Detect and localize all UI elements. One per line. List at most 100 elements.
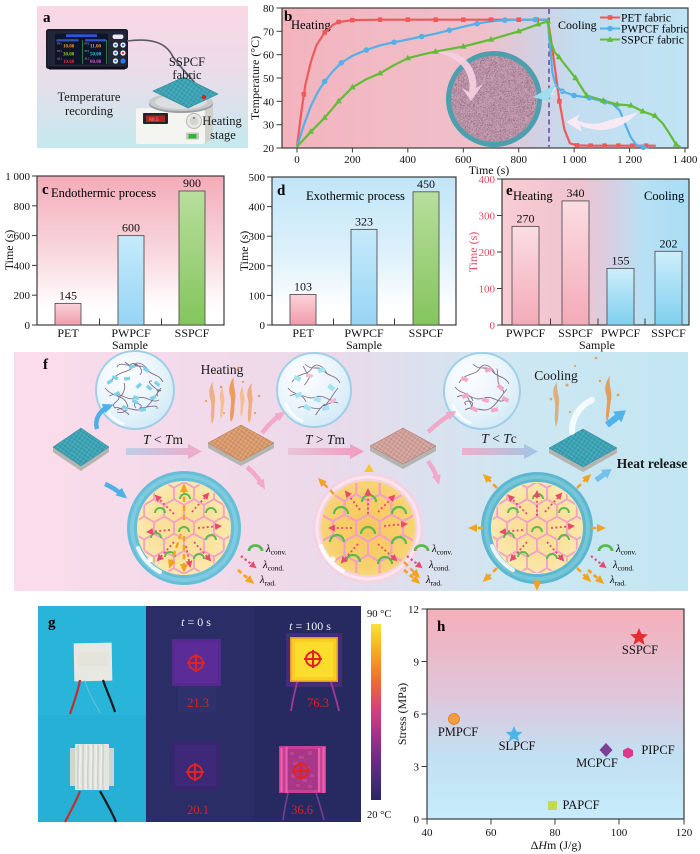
svg-text:400: 400: [479, 174, 496, 186]
svg-text:145: 145: [59, 288, 77, 302]
svg-text:Stress (MPa): Stress (MPa): [395, 683, 409, 745]
svg-text:600: 600: [455, 154, 472, 166]
svg-text:40: 40: [263, 96, 275, 108]
svg-text:SSPCF fabric: SSPCF fabric: [621, 35, 684, 47]
svg-text:300: 300: [249, 231, 266, 243]
svg-text:a: a: [43, 10, 51, 26]
svg-text:36.6: 36.6: [291, 803, 313, 817]
svg-text:PV2: PV2: [85, 43, 90, 46]
svg-text:1 200: 1 200: [617, 154, 642, 166]
svg-text:T > Tm: T > Tm: [305, 432, 345, 447]
svg-text:Time (s): Time (s): [2, 230, 16, 271]
svg-text:200: 200: [249, 261, 266, 273]
svg-text:PET fabric: PET fabric: [621, 13, 671, 25]
svg-text:ΔHm (J/g): ΔHm (J/g): [531, 838, 582, 852]
svg-text:PET: PET: [57, 326, 79, 340]
svg-text:100: 100: [479, 284, 496, 296]
svg-text:9: 9: [414, 657, 420, 669]
svg-text:PMPCF: PMPCF: [438, 725, 478, 739]
svg-text:70: 70: [263, 26, 275, 38]
svg-text:10.00: 10.00: [63, 60, 75, 65]
svg-text:PWPCF: PWPCF: [111, 326, 151, 340]
svg-text:0: 0: [414, 814, 420, 826]
svg-text:MCPCF: MCPCF: [576, 756, 618, 770]
svg-text:SV2: SV2: [85, 50, 90, 53]
svg-text:400: 400: [400, 154, 417, 166]
svg-text:80: 80: [550, 827, 562, 839]
svg-text:e: e: [506, 183, 513, 199]
svg-text:20 °C: 20 °C: [367, 810, 391, 821]
svg-text:Heat release: Heat release: [617, 456, 688, 471]
svg-text:76.3: 76.3: [307, 696, 329, 710]
svg-text:300: 300: [479, 211, 496, 223]
svg-text:100: 100: [611, 827, 628, 839]
svg-text:800: 800: [14, 201, 31, 213]
svg-text:200: 200: [344, 154, 361, 166]
svg-text:40: 40: [422, 827, 434, 839]
svg-text:SV1: SV1: [57, 50, 62, 53]
svg-text:Time (s): Time (s): [469, 163, 510, 177]
svg-text:21.3: 21.3: [187, 696, 209, 710]
svg-text:0: 0: [260, 320, 266, 332]
svg-text:SSPCF: SSPCF: [622, 643, 658, 657]
svg-text:10.00: 10.00: [63, 45, 75, 50]
svg-text:Temperature: Temperature: [58, 90, 121, 104]
svg-text:stage: stage: [210, 128, 236, 142]
svg-text:PWPCF: PWPCF: [344, 326, 384, 340]
svg-text:f: f: [43, 357, 49, 373]
svg-text:450: 450: [417, 177, 435, 191]
svg-text:12: 12: [408, 604, 419, 616]
svg-text:20.1: 20.1: [187, 803, 209, 817]
svg-text:Heating: Heating: [202, 114, 242, 128]
svg-text:Sample: Sample: [112, 338, 148, 352]
svg-text:90 °C: 90 °C: [367, 609, 391, 620]
svg-text:1 000: 1 000: [5, 171, 30, 183]
svg-text:60: 60: [263, 50, 275, 62]
svg-text:Heating: Heating: [291, 18, 331, 32]
svg-text:λcond.: λcond.: [262, 560, 284, 573]
svg-text:103: 103: [294, 280, 312, 294]
svg-text:Sample: Sample: [346, 338, 382, 352]
svg-text:SSPCF: SSPCF: [558, 326, 593, 340]
svg-text:T < Tc: T < Tc: [481, 431, 516, 446]
svg-text:200: 200: [479, 247, 496, 259]
svg-text:Heating: Heating: [201, 362, 244, 377]
svg-text:Time (s): Time (s): [466, 232, 480, 273]
svg-text:200: 200: [14, 290, 31, 302]
svg-text:PV1: PV1: [57, 43, 62, 46]
svg-text:50.00: 50.00: [90, 53, 102, 58]
svg-text:30: 30: [263, 120, 275, 132]
svg-text:0: 0: [25, 320, 31, 332]
svg-text:d: d: [277, 183, 286, 199]
svg-text:AL1: AL1: [57, 58, 62, 61]
svg-text:Cooling: Cooling: [534, 368, 578, 383]
svg-text:SSPCF: SSPCF: [175, 326, 210, 340]
svg-text:202: 202: [660, 236, 678, 250]
svg-text:20: 20: [263, 143, 275, 155]
svg-text:400: 400: [14, 260, 31, 272]
svg-text:SLPCF: SLPCF: [499, 739, 536, 753]
svg-text:323: 323: [355, 214, 373, 228]
svg-text:recording: recording: [65, 104, 114, 118]
svg-text:c: c: [42, 182, 49, 198]
svg-text:g: g: [48, 615, 56, 631]
svg-text:0: 0: [490, 320, 496, 332]
svg-text:80.00: 80.00: [90, 60, 102, 65]
svg-text:3: 3: [414, 762, 420, 774]
svg-text:T < Tm: T < Tm: [143, 432, 183, 447]
svg-text:120: 120: [676, 827, 693, 839]
svg-text:Exothermic process: Exothermic process: [306, 189, 405, 203]
svg-text:600: 600: [14, 231, 31, 243]
svg-text:400: 400: [249, 202, 266, 214]
svg-text:PET: PET: [292, 326, 314, 340]
svg-text:PWPCF: PWPCF: [601, 326, 641, 340]
svg-text:Temperature (°C): Temperature (°C): [248, 36, 262, 120]
svg-text:1 000: 1 000: [562, 154, 587, 166]
svg-text:Cooling: Cooling: [644, 189, 685, 203]
svg-text:80: 80: [263, 3, 275, 15]
svg-text:800: 800: [510, 154, 527, 166]
svg-text:fabric: fabric: [172, 68, 202, 82]
svg-text:80.5: 80.5: [149, 117, 159, 123]
svg-text:100: 100: [249, 290, 266, 302]
svg-text:λconv.: λconv.: [265, 544, 287, 557]
